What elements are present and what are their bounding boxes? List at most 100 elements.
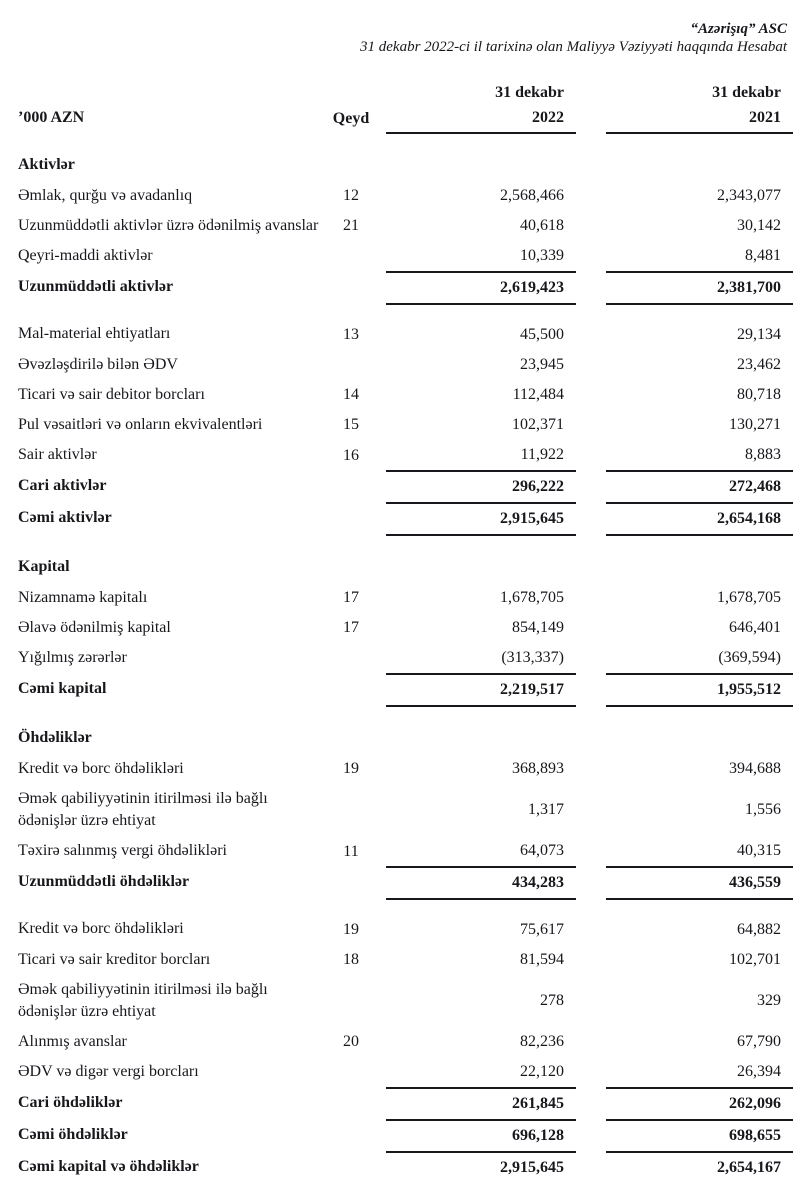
column-gap	[576, 836, 606, 867]
column-gap	[372, 583, 386, 613]
column-gap	[372, 241, 386, 272]
column-header-row: ’000 AZN Qeyd 2022 2021	[18, 107, 793, 134]
row-value-2021: 67,790	[737, 1033, 781, 1050]
column-gap	[372, 471, 386, 503]
row-value-2022: 23,945	[520, 356, 564, 373]
table-row: Təxirə salınmış vergi öhdəlikləri 11 64,07…	[18, 836, 793, 868]
row-value-2021: 1,955,512	[606, 674, 793, 707]
table-row: Alınmış avanslar 20 82,236 67,790	[18, 1027, 793, 1057]
column-gap	[576, 1152, 606, 1183]
row-note-number: 21	[343, 217, 359, 234]
unit-header: ’000 AZN	[18, 109, 85, 126]
row-value-2021: 8,481	[606, 241, 793, 273]
row-note-number: 19	[343, 760, 359, 777]
row-label: Cari öhdəliklər	[18, 1094, 123, 1111]
row-note-number	[330, 674, 372, 706]
section-title: Kapital	[18, 558, 70, 575]
statement-of-financial-position-table: 31 dekabr 31 dekabr ’000 AZN Qeyd 2022 2…	[18, 82, 793, 1183]
row-note-number: 19	[343, 920, 359, 938]
row-label: Uzunmüddətli aktivlər	[18, 278, 174, 295]
column-gap	[576, 440, 606, 471]
column-gap	[576, 1057, 606, 1088]
table-row: Uzunmüddətli öhdəliklər 434,283 436,559	[18, 867, 793, 900]
column-gap	[372, 643, 386, 674]
note-column-header: Qeyd	[332, 109, 370, 127]
row-note-number	[330, 643, 372, 674]
row-value-2021: 30,142	[737, 217, 781, 234]
document-header: “Azərişıq” ASC 31 dekabr 2022-ci il tari…	[18, 20, 793, 56]
column-gap	[576, 82, 606, 107]
table-row: Cəmi kapital 2,219,517 1,955,512	[18, 674, 793, 707]
column-gap	[576, 1088, 606, 1120]
section-header-row: Aktivlər	[18, 133, 793, 181]
column-gap	[576, 613, 606, 643]
table-row: Mal-material ehtiyatları 13 45,500 29,134	[18, 304, 793, 350]
row-value-2022: 368,893	[512, 760, 564, 777]
row-value-2021: 1,678,705	[717, 589, 781, 606]
row-value-2021: 2,654,168	[606, 503, 793, 536]
column-gap	[576, 380, 606, 410]
row-value-2021: 2,654,167	[717, 1159, 781, 1176]
row-label: Qeyri-maddi aktivlər	[18, 247, 153, 264]
column-2022-period-label: 31 dekabr	[495, 84, 564, 101]
row-value-2021: 1,556	[745, 801, 781, 818]
column-gap	[576, 181, 606, 211]
row-label: Sair aktivlər	[18, 446, 97, 463]
row-value-2022: 22,120	[386, 1057, 576, 1089]
table-row: ƏDV və digər vergi borcları 22,120 26,394	[18, 1057, 793, 1089]
column-gap	[372, 945, 386, 975]
table-row: Uzunmüddətli aktivlər üzrə ödənilmiş ava…	[18, 211, 793, 241]
row-value-2021: 262,096	[606, 1088, 793, 1121]
row-value-2021: 80,718	[737, 386, 781, 403]
row-value-2022: 40,618	[520, 217, 564, 234]
row-label: Ticari və sair debitor borcları	[18, 386, 205, 403]
column-gap	[372, 272, 386, 304]
row-value-2022: 11,922	[386, 440, 576, 472]
column-gap	[372, 674, 386, 706]
section-title: Öhdəliklər	[18, 729, 92, 746]
row-note-number: 18	[343, 951, 359, 968]
row-value-2022: 278	[540, 992, 564, 1009]
column-gap	[372, 380, 386, 410]
row-label: Yığılmış zərərlər	[18, 649, 127, 666]
column-gap	[372, 304, 386, 350]
table-row: Əvəzləşdirilə bilən ƏDV 23,945 23,462	[18, 350, 793, 380]
column-gap	[372, 1120, 386, 1152]
row-value-2021: 26,394	[606, 1057, 793, 1089]
table-row: Ticari və sair kreditor borcları 18 81,594…	[18, 945, 793, 975]
column-gap	[372, 211, 386, 241]
table-row: Cari öhdəliklər 261,845 262,096	[18, 1088, 793, 1121]
column-gap	[372, 754, 386, 784]
column-gap	[576, 674, 606, 706]
table-row: Cari aktivlər 296,222 272,468	[18, 471, 793, 504]
row-label: Pul vəsaitləri və onların ekvivalentləri	[18, 416, 263, 433]
row-value-2022: 75,617	[520, 921, 564, 938]
row-value-2021: 64,882	[737, 921, 781, 938]
section-title: Aktivlər	[18, 156, 75, 173]
row-label: Mal-material ehtiyatları	[18, 325, 171, 342]
row-value-2022: 64,073	[386, 836, 576, 868]
column-gap	[576, 241, 606, 272]
row-note-number: 12	[343, 187, 359, 204]
column-2021-year-header: 2021	[606, 107, 793, 134]
column-gap	[576, 945, 606, 975]
column-gap	[576, 503, 606, 535]
row-value-2022: 10,339	[386, 241, 576, 273]
table-row: Sair aktivlər 16 11,922 8,883	[18, 440, 793, 472]
table-row: Qeyri-maddi aktivlər 10,339 8,481	[18, 241, 793, 273]
column-gap	[372, 1088, 386, 1120]
row-value-2022: 81,594	[520, 951, 564, 968]
row-label: Nizamnamə kapitalı	[18, 589, 148, 606]
row-value-2021: 2,343,077	[717, 187, 781, 204]
row-label: Əmək qabiliyyətinin itirilməsi ilə bağlı…	[18, 981, 268, 1020]
column-gap	[576, 784, 606, 836]
row-value-2022: 854,149	[512, 619, 564, 636]
column-gap	[372, 867, 386, 899]
table-row: Nizamnamə kapitalı 17 1,678,705 1,678,705	[18, 583, 793, 613]
row-note-number: 17	[343, 619, 359, 636]
table-row: Kredit və borc öhdəlikləri 19 75,617 64,882	[18, 899, 793, 945]
table-row: Uzunmüddətli aktivlər 2,619,423 2,381,700	[18, 272, 793, 305]
row-label: Cəmi kapital	[18, 680, 107, 697]
column-2022-year-header: 2022	[386, 107, 576, 134]
